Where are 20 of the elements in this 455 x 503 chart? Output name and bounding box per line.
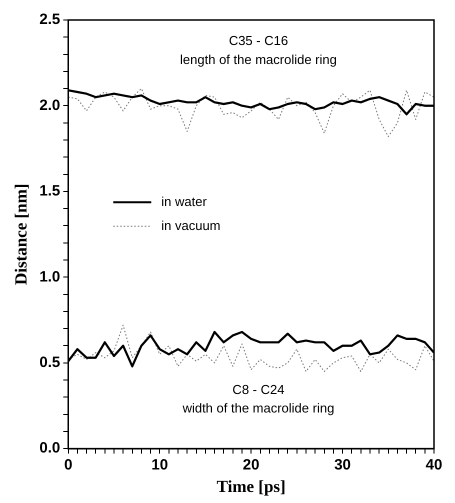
y-tick-label: 0.5 [39, 354, 60, 372]
annotation: width of the macrolide ring [182, 400, 334, 416]
x-tick-label: 30 [334, 456, 351, 474]
y-tick-label: 1.5 [39, 182, 60, 200]
x-tick-label: 10 [151, 456, 168, 474]
annotation: C8 - C24 [232, 382, 284, 397]
x-tick-label: 20 [242, 456, 260, 474]
y-tick-label: 0.0 [39, 440, 60, 457]
x-tick-label: 40 [426, 456, 442, 474]
x-axis-title: Time [ps] [216, 477, 286, 496]
legend-label: in vacuum [161, 218, 220, 233]
y-tick-label: 1.0 [39, 268, 60, 286]
y-tick-label: 2.5 [39, 11, 60, 28]
annotation: C35 - C16 [228, 33, 288, 48]
legend-label: in water [161, 194, 208, 209]
y-tick-label: 2.0 [39, 96, 60, 114]
y-axis-title: Distance [nm] [12, 184, 31, 286]
line-series [68, 88, 434, 138]
x-tick-label: 0 [64, 456, 72, 474]
annotation: length of the macrolide ring [180, 52, 337, 67]
